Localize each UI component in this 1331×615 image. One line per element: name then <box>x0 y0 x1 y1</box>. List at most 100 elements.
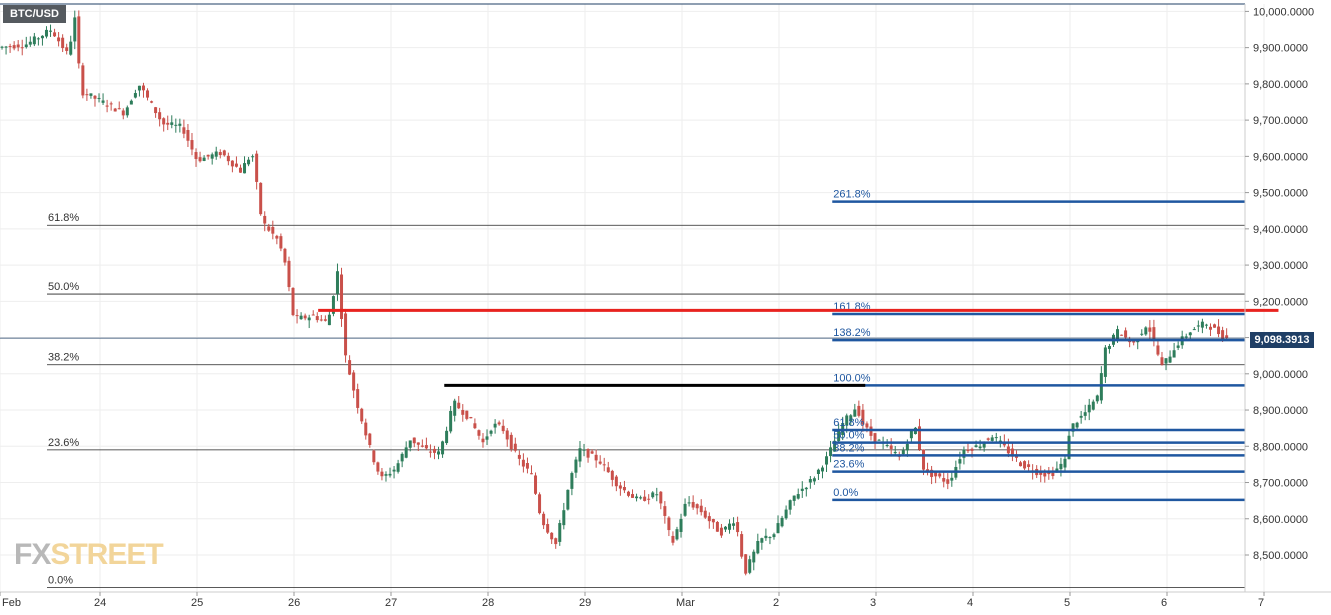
short-fib-label: 23.6% <box>833 459 864 471</box>
candle-bearish <box>618 485 622 489</box>
candle-bearish <box>861 409 865 425</box>
candle-bullish <box>493 423 497 428</box>
candle-bullish <box>1200 321 1204 328</box>
candle-bearish <box>550 532 554 540</box>
candle-bearish <box>20 47 24 49</box>
x-tick-label: Mar <box>676 597 695 609</box>
candle-bearish <box>190 140 194 150</box>
candle-bullish <box>1103 347 1107 377</box>
x-tick-label: 7 <box>1258 597 1264 609</box>
candle-bearish <box>546 524 550 533</box>
candle-bullish <box>792 495 796 501</box>
candle-bearish <box>368 433 372 446</box>
candle-bearish <box>348 360 352 375</box>
candle-bearish <box>542 513 546 526</box>
y-tick-label: 9,300.0000 <box>1253 260 1308 272</box>
candle-bearish <box>372 450 376 463</box>
candle-bearish <box>614 476 618 487</box>
candle-bearish <box>631 494 635 498</box>
x-tick-label: 5 <box>1064 597 1070 609</box>
candle-bullish <box>24 44 28 48</box>
candle-bearish <box>477 430 481 436</box>
short-fib-label: 261.8% <box>833 189 871 201</box>
candle-bearish <box>323 319 327 321</box>
candle-bearish <box>206 154 210 157</box>
candle-bearish <box>194 152 198 160</box>
candle-bearish <box>1124 330 1128 338</box>
candle-bullish <box>44 29 48 37</box>
candle-bearish <box>606 467 610 473</box>
candle-bearish <box>513 443 517 451</box>
y-tick-label: 9,800.0000 <box>1253 79 1308 91</box>
candle-bearish <box>61 37 65 49</box>
candle-bullish <box>679 518 683 532</box>
candle-bullish <box>251 156 255 158</box>
candle-bullish <box>89 93 93 96</box>
short-term-fibonacci-levels: 261.8%161.8%138.2%100.0%61.8%50.0%38.2%2… <box>832 189 1245 502</box>
candle-bullish <box>756 541 760 554</box>
candle-bearish <box>667 517 671 531</box>
candle-bullish <box>299 315 303 320</box>
x-tick-label: 6 <box>1161 597 1167 609</box>
candle-bullish <box>990 437 994 441</box>
candle-bearish <box>671 535 675 543</box>
y-tick-label: 9,200.0000 <box>1253 296 1308 308</box>
candle-bearish <box>162 118 166 125</box>
candle-bullish <box>1140 333 1144 335</box>
candle-bullish <box>133 93 137 98</box>
candle-bullish <box>885 445 889 447</box>
candle-bullish <box>331 296 335 314</box>
candle-bullish <box>178 123 182 126</box>
candle-bullish <box>1107 345 1111 350</box>
candle-bearish <box>283 248 287 263</box>
candle-bearish <box>590 451 594 454</box>
candle-bullish <box>36 38 40 40</box>
candle-bullish <box>40 35 44 39</box>
candle-bearish <box>501 425 505 432</box>
candle-bearish <box>873 433 877 442</box>
candle-bearish <box>1027 464 1031 467</box>
candle-bullish <box>748 559 752 573</box>
candle-bullish <box>1079 415 1083 418</box>
long-fib-label: 61.8% <box>48 212 79 224</box>
candle-bearish <box>602 464 606 466</box>
candle-bearish <box>1132 340 1136 343</box>
candle-bearish <box>744 554 748 574</box>
candle-bullish <box>1055 468 1059 471</box>
candle-bearish <box>1010 448 1014 457</box>
candle-bearish <box>105 105 109 107</box>
candle-bullish <box>1087 404 1091 413</box>
candle-bearish <box>1221 330 1225 340</box>
short-fib-label: 38.2% <box>833 442 864 454</box>
candle-bullish <box>214 151 218 157</box>
candle-bullish <box>1192 329 1196 331</box>
candle-bullish <box>578 448 582 462</box>
short-fib-label: 61.8% <box>833 417 864 429</box>
candle-bearish <box>352 372 356 391</box>
candle-bearish <box>691 502 695 508</box>
candle-bullish <box>893 451 897 454</box>
y-tick-label: 8,500.0000 <box>1253 550 1308 562</box>
candle-bearish <box>428 451 432 453</box>
candle-bearish <box>521 459 525 467</box>
candle-bullish <box>1164 358 1168 364</box>
candle-bullish <box>651 492 655 498</box>
candle-bearish <box>267 226 271 231</box>
candle-bullish <box>877 439 881 441</box>
candle-bearish <box>711 519 715 523</box>
candle-bearish <box>926 469 930 471</box>
x-tick-label: 28 <box>482 597 494 609</box>
candle-bearish <box>344 313 348 356</box>
candle-bearish <box>647 498 651 500</box>
candle-bearish <box>81 65 85 96</box>
candle-bearish <box>315 316 319 321</box>
candle-bullish <box>723 526 727 530</box>
candle-bullish <box>837 428 841 442</box>
candle-bullish <box>327 314 331 326</box>
candle-bearish <box>643 496 647 501</box>
x-tick-label: 29 <box>579 597 591 609</box>
x-tick-label: 24 <box>94 597 106 609</box>
grid-layer <box>0 4 1265 592</box>
candle-bullish <box>994 437 998 439</box>
